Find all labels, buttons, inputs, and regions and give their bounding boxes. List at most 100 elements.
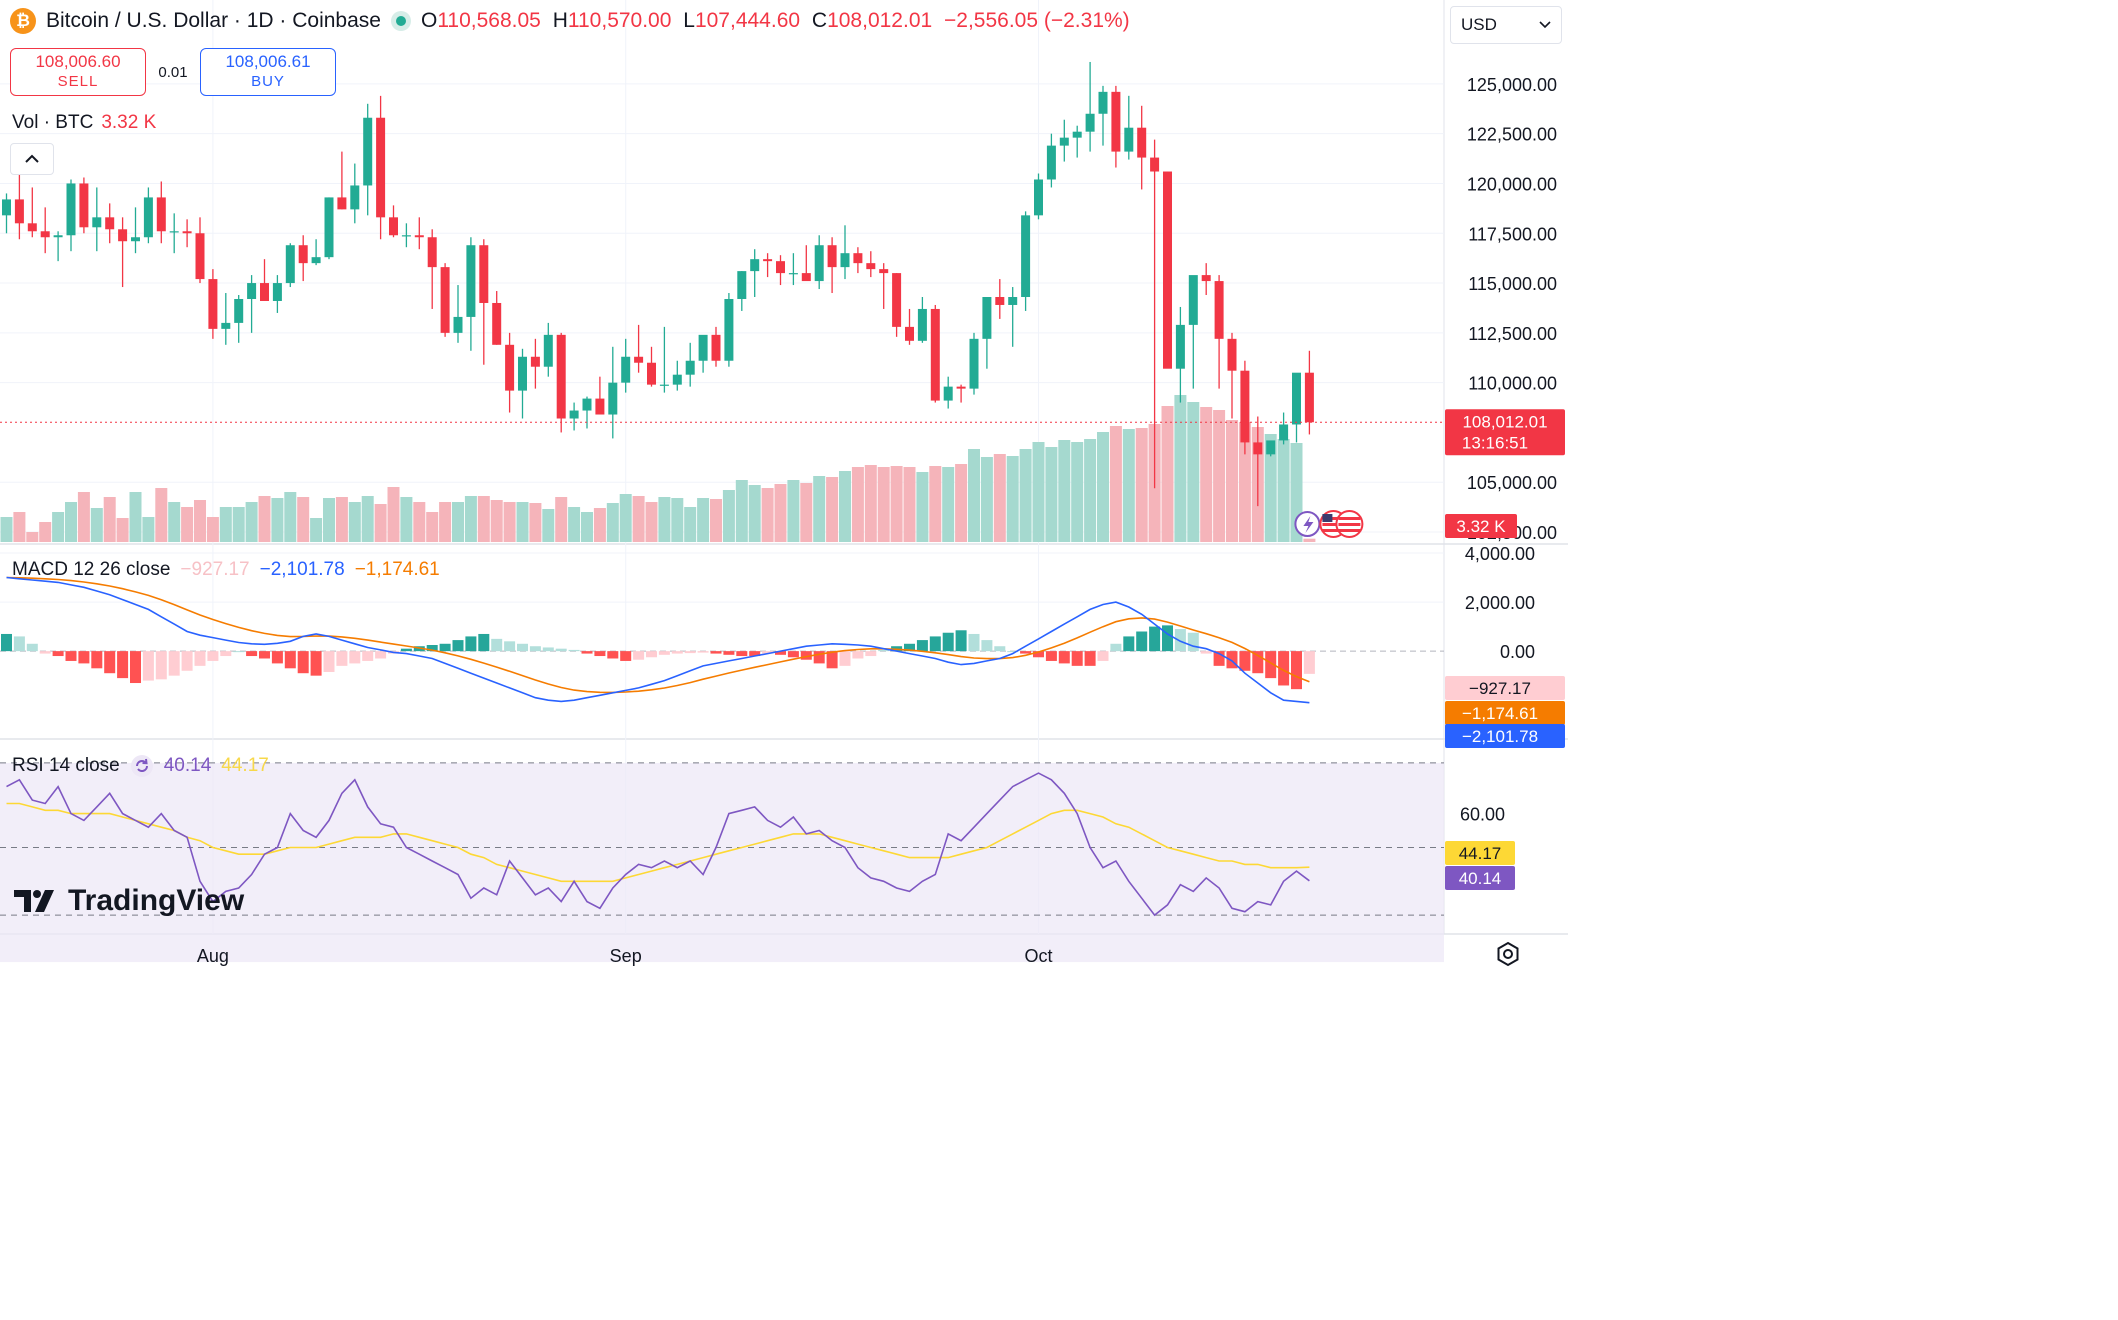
- price-tick-label: 105,000.00: [1467, 473, 1557, 493]
- volume-bar: [348, 502, 361, 542]
- macd-histogram-bar: [284, 651, 296, 669]
- volume-bar: [65, 502, 77, 542]
- candle-body: [131, 237, 140, 242]
- macd-histogram-bar: [968, 633, 980, 652]
- macd-hist-badge: [1445, 676, 1565, 700]
- candle-body: [582, 398, 592, 411]
- candle-body: [272, 283, 282, 301]
- macd-histogram-bar: [130, 651, 141, 684]
- macd-histogram-bar: [1123, 636, 1135, 652]
- candle-body: [1059, 137, 1069, 146]
- volume-bar: [1006, 456, 1019, 542]
- macd-histogram-bar: [246, 651, 258, 657]
- candle-body: [1279, 424, 1289, 441]
- candle-body: [118, 229, 128, 242]
- settings-gear-icon[interactable]: [1494, 940, 1522, 968]
- candle-body: [1292, 372, 1301, 425]
- macd-line-badge-text: −2,101.78: [1462, 727, 1538, 746]
- buy-button[interactable]: 108,006.61 BUY: [200, 48, 336, 96]
- low-value: 107,444.60: [694, 9, 801, 32]
- candle-body: [556, 334, 566, 419]
- candle-body: [311, 257, 321, 264]
- candle-body: [350, 185, 360, 210]
- macd-histogram-bar: [104, 651, 116, 674]
- volume-bar: [400, 497, 413, 542]
- volume-bar: [774, 484, 787, 542]
- candle-body: [1124, 127, 1134, 152]
- macd-hist-value: −927.17: [180, 559, 250, 580]
- candle-body: [647, 362, 656, 385]
- volume-bar: [1135, 428, 1148, 542]
- candle-body: [1175, 324, 1185, 369]
- volume-bar: [310, 518, 323, 542]
- rsi-badge-text: 40.14: [1459, 869, 1502, 888]
- candle-body: [569, 410, 579, 419]
- macd-histogram-bar: [916, 640, 928, 652]
- collapse-legend-button[interactable]: [10, 143, 54, 175]
- sell-button[interactable]: 108,006.60 SELL: [10, 48, 146, 96]
- rsi-line: [6, 772, 1310, 917]
- volume-bar: [232, 507, 245, 542]
- candle-body: [182, 231, 192, 234]
- macd-histogram-bar: [1162, 625, 1173, 652]
- macd-histogram-bar: [1084, 651, 1096, 666]
- macd-histogram-bar: [542, 647, 554, 652]
- candle-body: [750, 259, 760, 272]
- volume-bar: [800, 483, 813, 542]
- macd-histogram-bar: [91, 651, 103, 669]
- macd-histogram-bar: [904, 643, 915, 652]
- chart-canvas[interactable]: 125,000.00 122,500.00 120,000.00 117,500.00…: [0, 0, 1568, 980]
- volume-bar: [619, 494, 632, 542]
- volume-bar: [77, 492, 90, 542]
- macd-histogram-bar: [1045, 651, 1057, 661]
- volume-bar: [439, 502, 452, 542]
- macd-histogram-bar: [529, 646, 541, 652]
- volume-legend-value: 3.32 K: [101, 112, 157, 133]
- candle-body: [27, 223, 37, 232]
- tradingview-logo[interactable]: TradingView: [14, 884, 244, 918]
- candle-body: [53, 235, 63, 238]
- volume-bar: [13, 512, 26, 542]
- volume-bar: [297, 497, 310, 542]
- candle-body: [1008, 297, 1018, 305]
- last-price-value: 108,012.01: [1462, 412, 1547, 431]
- sync-icon[interactable]: [130, 754, 154, 778]
- volume-bar: [477, 496, 490, 542]
- volume-bar: [194, 500, 206, 542]
- open-value: 110,568.05: [437, 9, 541, 32]
- currency-select[interactable]: USD: [1450, 6, 1562, 44]
- volume-bar: [916, 472, 929, 542]
- volume-bar: [52, 512, 65, 542]
- candle-body: [930, 308, 940, 401]
- macd-histogram-bar: [555, 648, 567, 652]
- volume-bar: [761, 488, 774, 542]
- volume-bar: [426, 512, 439, 542]
- volume-legend[interactable]: Vol · BTC 3.32 K: [12, 112, 156, 134]
- candle-body: [195, 233, 205, 280]
- macd-histogram-bar: [607, 651, 619, 659]
- symbol-header: ₿ Bitcoin / U.S. Dollar · 1D · Coinbase …: [10, 8, 1136, 34]
- volume-bar: [555, 497, 568, 542]
- macd-histogram-bar: [1303, 651, 1315, 674]
- candle-body: [1188, 275, 1198, 325]
- symbol-title[interactable]: Bitcoin / U.S. Dollar · 1D · Coinbase: [46, 9, 381, 32]
- candle-body: [969, 338, 979, 389]
- candle-body: [389, 217, 398, 236]
- macd-histogram-bar: [1058, 651, 1070, 664]
- macd-histogram-bar: [568, 649, 580, 652]
- macd-histogram-bar: [581, 651, 593, 654]
- volume-badge-value: 3.32 K: [1456, 517, 1506, 536]
- candle-body: [827, 245, 837, 268]
- macd-histogram-bar: [78, 651, 90, 664]
- macd-histogram-bar: [517, 643, 528, 652]
- volume-bar: [323, 498, 335, 542]
- macd-legend[interactable]: MACD 12 26 close −927.17 −2,101.78 −1,17…: [12, 559, 440, 581]
- us-flag-event-icon: [1335, 510, 1364, 538]
- volume-bar: [1071, 442, 1084, 542]
- rsi-legend[interactable]: RSI 14 close 40.14 44.17: [12, 754, 269, 778]
- rsi-ma-badge-text: 44.17: [1459, 844, 1502, 863]
- macd-histogram-bar: [478, 633, 490, 652]
- candle-body: [453, 316, 463, 333]
- volume-bar: [1058, 440, 1071, 542]
- candle-body: [479, 245, 489, 303]
